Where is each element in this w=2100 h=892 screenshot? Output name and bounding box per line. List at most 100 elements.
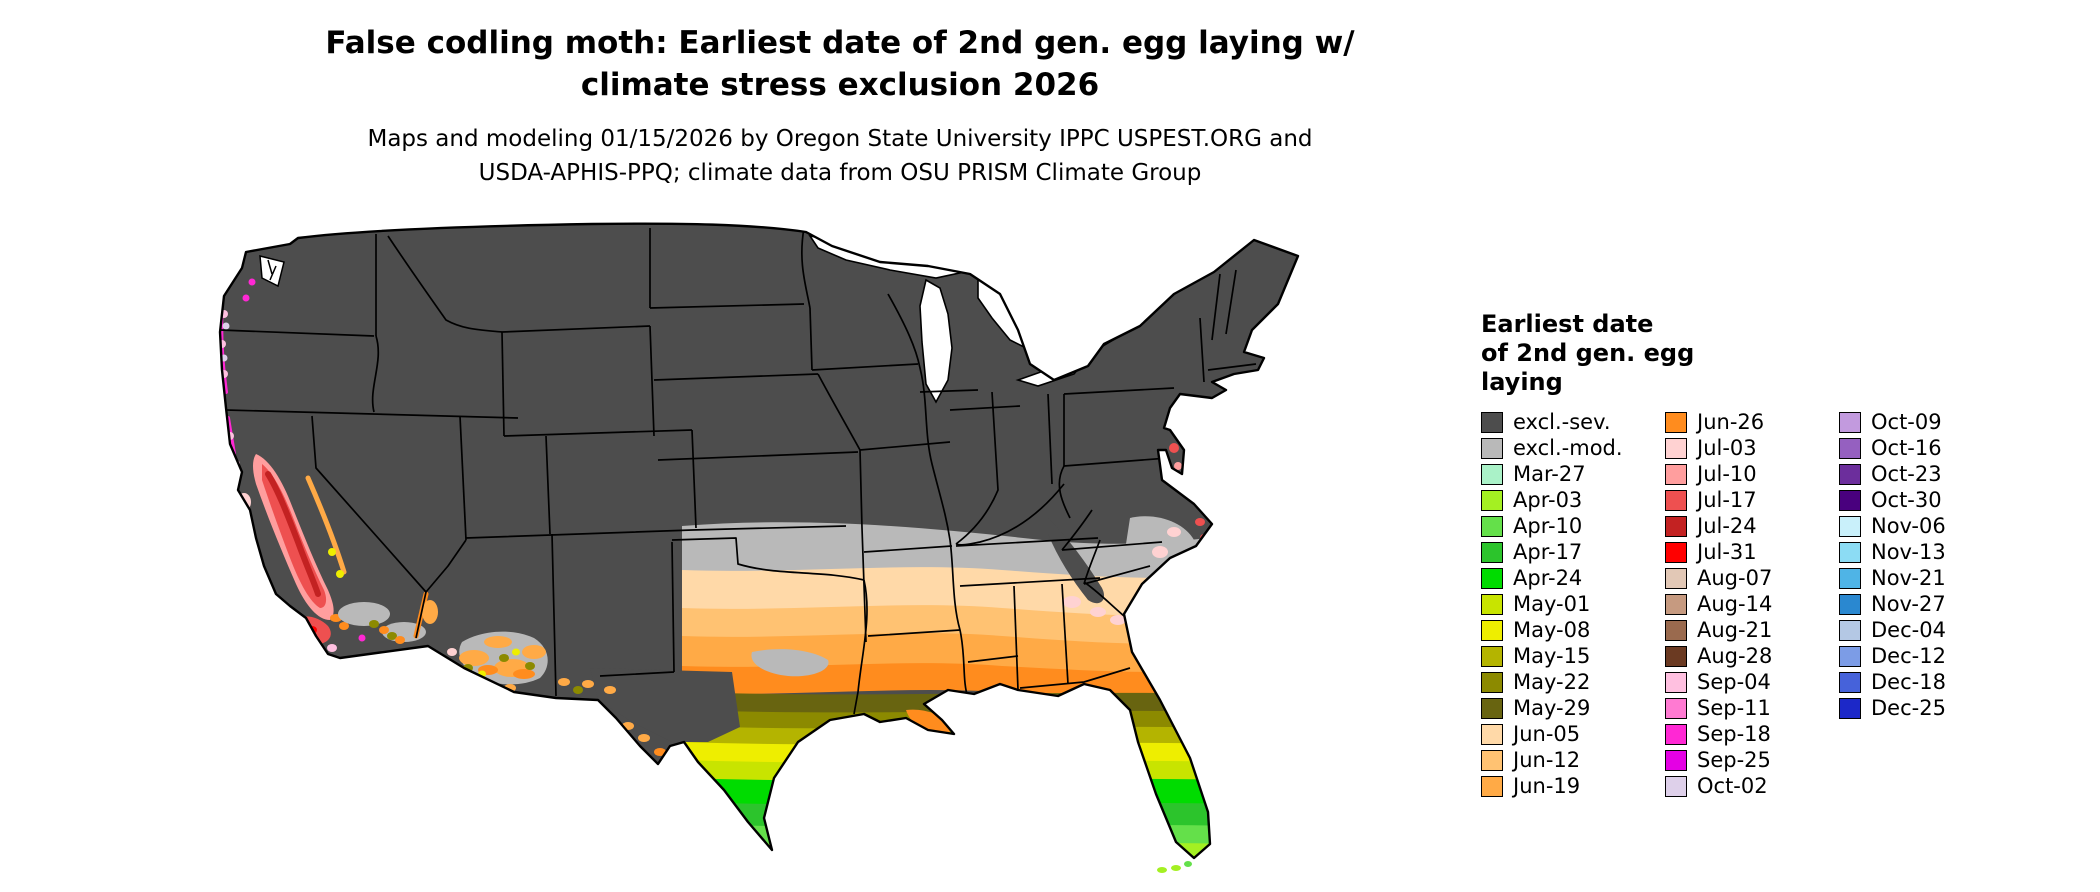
raster-speck xyxy=(248,278,256,286)
state-border-line xyxy=(853,579,868,715)
legend-entry: Jul-31 xyxy=(1665,539,1815,565)
state-border-line xyxy=(649,228,655,437)
legend-label: Aug-21 xyxy=(1697,618,1773,642)
legend-entry: Nov-21 xyxy=(1839,565,1989,591)
legend-label: Apr-10 xyxy=(1513,514,1583,538)
legend-swatch xyxy=(1839,437,1861,459)
us-outline xyxy=(218,222,1300,860)
state-border-line xyxy=(867,629,1019,663)
raster-speck xyxy=(252,578,260,586)
legend-swatch xyxy=(1839,697,1861,719)
legend-label: Sep-11 xyxy=(1697,696,1771,720)
state-border-line xyxy=(801,227,811,309)
raster-speck xyxy=(339,622,349,630)
legend-entry: Dec-25 xyxy=(1839,695,1989,721)
legend-swatch xyxy=(1839,541,1861,563)
state-border-line xyxy=(1061,583,1069,685)
legend-swatch xyxy=(1665,567,1687,589)
legend-entry: Jun-26 xyxy=(1665,409,1815,435)
legend-entry: Aug-28 xyxy=(1665,643,1815,669)
raster-speck xyxy=(447,648,457,656)
page-subtitle-line1: Maps and modeling 01/15/2026 by Oregon S… xyxy=(367,126,1313,152)
legend-swatch xyxy=(1665,645,1687,667)
legend-entry: Sep-18 xyxy=(1665,721,1815,747)
legend-label: Oct-30 xyxy=(1871,488,1942,512)
legend-column-2: Jun-26 Jul-03 Jul-10 Jul-17 Jul-24 Jul-31 Aug-… xyxy=(1665,409,1815,799)
raster-speck xyxy=(638,734,650,742)
legend-swatch xyxy=(1839,411,1861,433)
legend-label: Mar-27 xyxy=(1513,462,1586,486)
state-border-line xyxy=(1063,387,1175,395)
raster-speck xyxy=(1169,443,1179,453)
legend-swatch xyxy=(1839,515,1861,537)
legend-entry: Aug-21 xyxy=(1665,617,1815,643)
raster-speck xyxy=(220,340,226,348)
legend-column-1: excl.-sev. excl.-mod. Mar-27 Apr-03 Apr-10 Ap… xyxy=(1481,409,1641,799)
legend-swatch xyxy=(1481,489,1503,511)
legend-entry: Nov-27 xyxy=(1839,591,1989,617)
page-title-line2: climate stress exclusion 2026 xyxy=(580,67,1100,103)
legend-label: Nov-27 xyxy=(1871,592,1946,616)
legend-columns: excl.-sev. excl.-mod. Mar-27 Apr-03 Apr-10 Ap… xyxy=(1481,409,2051,799)
legend-entry: Jun-19 xyxy=(1481,773,1641,799)
state-border-line xyxy=(817,373,861,451)
legend-entry: Jul-24 xyxy=(1665,513,1815,539)
legend-swatch xyxy=(1665,437,1687,459)
legend-swatch xyxy=(1481,593,1503,615)
legend-swatch xyxy=(1481,411,1503,433)
state-border-line xyxy=(949,405,1021,411)
florida-keys xyxy=(1157,861,1192,873)
state-border-line xyxy=(887,293,969,699)
legend-swatch xyxy=(1481,567,1503,589)
map-land-group xyxy=(220,223,1298,859)
state-border-line xyxy=(311,415,427,639)
legend-label: May-29 xyxy=(1513,696,1591,720)
legend-swatch xyxy=(1665,697,1687,719)
legend-entry: Sep-25 xyxy=(1665,747,1815,773)
raster-speck xyxy=(513,669,535,679)
legend-entry: May-08 xyxy=(1481,617,1641,643)
state-border-line xyxy=(371,335,380,413)
raster-speck xyxy=(327,644,337,652)
legend-swatch xyxy=(1839,567,1861,589)
state-border-line xyxy=(1199,269,1257,383)
region-west-texas-exclusion xyxy=(590,668,740,742)
legend-label: Apr-24 xyxy=(1513,566,1583,590)
legend-swatch xyxy=(1665,541,1687,563)
state-border-line xyxy=(1013,585,1019,691)
legend-entry: Sep-11 xyxy=(1665,695,1815,721)
legend-entry: May-29 xyxy=(1481,695,1641,721)
state-border-line xyxy=(501,325,651,333)
legend-entry: Oct-02 xyxy=(1665,773,1815,799)
legend-label: Oct-09 xyxy=(1871,410,1942,434)
legend-label: May-08 xyxy=(1513,618,1591,642)
puget-sound-squiggle xyxy=(267,259,277,281)
puget-sound-detail xyxy=(259,255,285,288)
legend-label: Dec-18 xyxy=(1871,670,1946,694)
state-border-line xyxy=(425,539,467,593)
raster-speck xyxy=(1167,527,1181,537)
legend-column-3: Oct-09 Oct-16 Oct-23 Oct-30 Nov-06 Nov-13 Nov-… xyxy=(1839,409,1989,799)
state-border-line xyxy=(671,537,865,581)
raster-speck xyxy=(358,634,366,642)
legend-swatch xyxy=(1839,671,1861,693)
raster-speck xyxy=(306,642,314,650)
raster-speck xyxy=(1090,607,1106,617)
legend-label: Apr-17 xyxy=(1513,540,1583,564)
legend-entry: Dec-04 xyxy=(1839,617,1989,643)
legend-label: Oct-16 xyxy=(1871,436,1942,460)
raster-speck xyxy=(336,570,344,578)
legend-entry: Aug-07 xyxy=(1665,565,1815,591)
raster-speck xyxy=(525,662,535,670)
state-border-line xyxy=(955,537,1099,547)
legend-entry: May-22 xyxy=(1481,669,1641,695)
legend-swatch xyxy=(1481,723,1503,745)
legend-swatch xyxy=(1665,489,1687,511)
legend-entry: excl.-mod. xyxy=(1481,435,1641,461)
state-borders xyxy=(220,227,1257,715)
legend-swatch xyxy=(1481,749,1503,771)
legend-label: Nov-21 xyxy=(1871,566,1946,590)
legend-swatch xyxy=(1665,619,1687,641)
state-border-line xyxy=(955,391,999,545)
raster-patch xyxy=(522,645,546,659)
